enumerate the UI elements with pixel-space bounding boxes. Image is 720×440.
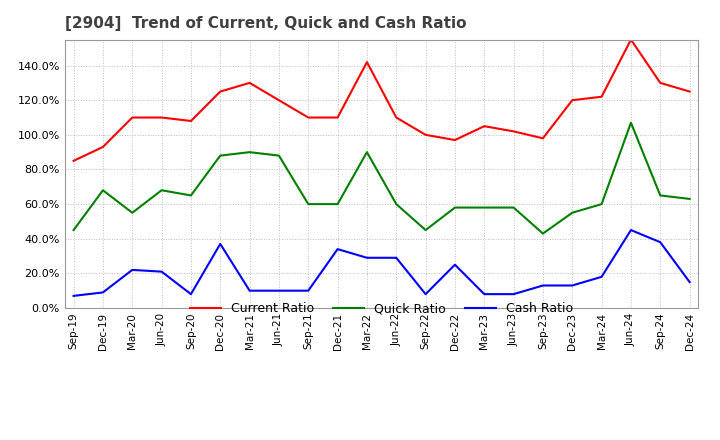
Quick Ratio — [216, 153, 225, 158]
Quick Ratio — [626, 120, 635, 125]
Quick Ratio — [598, 202, 606, 207]
Current Ratio — [128, 115, 137, 120]
Current Ratio — [157, 115, 166, 120]
Current Ratio — [186, 118, 195, 124]
Quick Ratio — [128, 210, 137, 216]
Current Ratio — [598, 94, 606, 99]
Current Ratio — [304, 115, 312, 120]
Cash Ratio — [274, 288, 283, 293]
Cash Ratio — [246, 288, 254, 293]
Quick Ratio — [304, 202, 312, 207]
Cash Ratio — [480, 292, 489, 297]
Quick Ratio — [186, 193, 195, 198]
Line: Current Ratio: Current Ratio — [73, 40, 690, 161]
Quick Ratio — [539, 231, 547, 236]
Current Ratio — [480, 124, 489, 129]
Cash Ratio — [304, 288, 312, 293]
Cash Ratio — [69, 293, 78, 298]
Quick Ratio — [451, 205, 459, 210]
Cash Ratio — [421, 292, 430, 297]
Current Ratio — [539, 136, 547, 141]
Cash Ratio — [333, 246, 342, 252]
Text: [2904]  Trend of Current, Quick and Cash Ratio: [2904] Trend of Current, Quick and Cash … — [65, 16, 467, 32]
Quick Ratio — [480, 205, 489, 210]
Cash Ratio — [99, 290, 107, 295]
Cash Ratio — [216, 241, 225, 246]
Cash Ratio — [509, 292, 518, 297]
Cash Ratio — [451, 262, 459, 268]
Cash Ratio — [157, 269, 166, 274]
Cash Ratio — [685, 279, 694, 285]
Cash Ratio — [128, 267, 137, 272]
Current Ratio — [246, 80, 254, 85]
Current Ratio — [509, 129, 518, 134]
Current Ratio — [568, 98, 577, 103]
Quick Ratio — [69, 227, 78, 233]
Line: Cash Ratio: Cash Ratio — [73, 230, 690, 296]
Cash Ratio — [392, 255, 400, 260]
Quick Ratio — [421, 227, 430, 233]
Cash Ratio — [363, 255, 372, 260]
Cash Ratio — [656, 239, 665, 245]
Quick Ratio — [363, 150, 372, 155]
Current Ratio — [333, 115, 342, 120]
Current Ratio — [685, 89, 694, 94]
Quick Ratio — [333, 202, 342, 207]
Quick Ratio — [99, 187, 107, 193]
Cash Ratio — [186, 292, 195, 297]
Cash Ratio — [598, 274, 606, 279]
Quick Ratio — [685, 196, 694, 202]
Current Ratio — [363, 59, 372, 65]
Quick Ratio — [392, 202, 400, 207]
Quick Ratio — [274, 153, 283, 158]
Quick Ratio — [246, 150, 254, 155]
Cash Ratio — [626, 227, 635, 233]
Quick Ratio — [509, 205, 518, 210]
Cash Ratio — [568, 283, 577, 288]
Current Ratio — [274, 98, 283, 103]
Current Ratio — [451, 137, 459, 143]
Current Ratio — [656, 80, 665, 85]
Current Ratio — [69, 158, 78, 163]
Current Ratio — [99, 144, 107, 150]
Cash Ratio — [539, 283, 547, 288]
Quick Ratio — [157, 187, 166, 193]
Quick Ratio — [656, 193, 665, 198]
Current Ratio — [626, 37, 635, 42]
Legend: Current Ratio, Quick Ratio, Cash Ratio: Current Ratio, Quick Ratio, Cash Ratio — [190, 302, 573, 315]
Current Ratio — [392, 115, 400, 120]
Line: Quick Ratio: Quick Ratio — [73, 123, 690, 234]
Current Ratio — [216, 89, 225, 94]
Quick Ratio — [568, 210, 577, 216]
Current Ratio — [421, 132, 430, 137]
